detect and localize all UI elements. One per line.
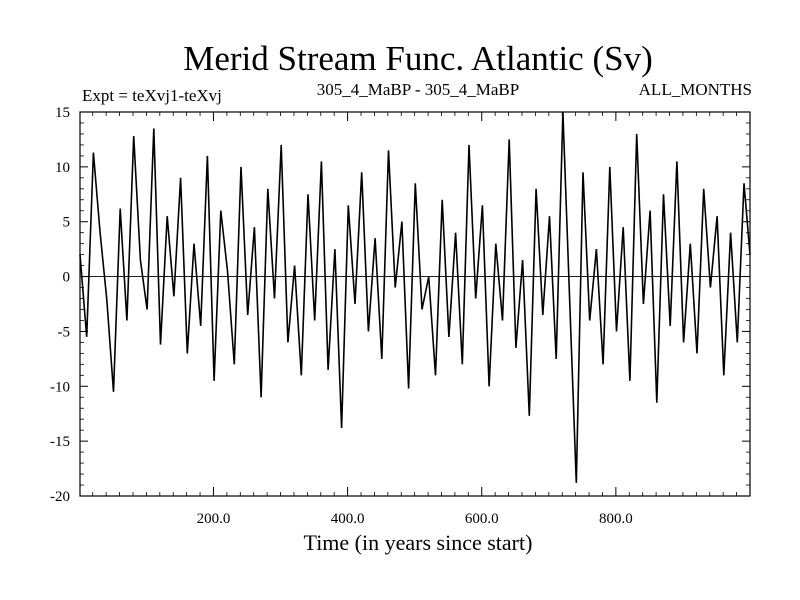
series-line <box>79 111 751 483</box>
x-tick-label: 800.0 <box>599 511 633 527</box>
y-tick-label: -5 <box>58 324 71 340</box>
chart-subtitle-right: ALL_MONTHS <box>639 80 752 99</box>
chart-subtitle-left: Expt = teXvj1-teXvj <box>82 86 222 105</box>
plot-frame <box>79 111 751 497</box>
chart-title: Merid Stream Func. Atlantic (Sv) <box>183 39 653 78</box>
x-axis-label: Time (in years since start) <box>304 530 533 555</box>
chart-subtitle-center: 305_4_MaBP - 305_4_MaBP <box>317 80 519 99</box>
y-tick-label: -20 <box>50 489 70 505</box>
x-tick-label: 200.0 <box>197 511 231 527</box>
x-tick-label: 400.0 <box>331 511 365 527</box>
y-tick-label: 5 <box>63 215 71 231</box>
y-tick-label: 0 <box>63 270 71 286</box>
y-tick-label: 10 <box>55 160 70 176</box>
y-tick-label: 15 <box>55 105 70 121</box>
y-tick-label: -10 <box>50 379 70 395</box>
x-tick-label: 600.0 <box>465 511 499 527</box>
y-tick-label: -15 <box>50 434 70 450</box>
axes: 15 10 5 0 -5 -10 -15 -20 200.0 400.0 600.0 800.0 <box>50 105 750 527</box>
